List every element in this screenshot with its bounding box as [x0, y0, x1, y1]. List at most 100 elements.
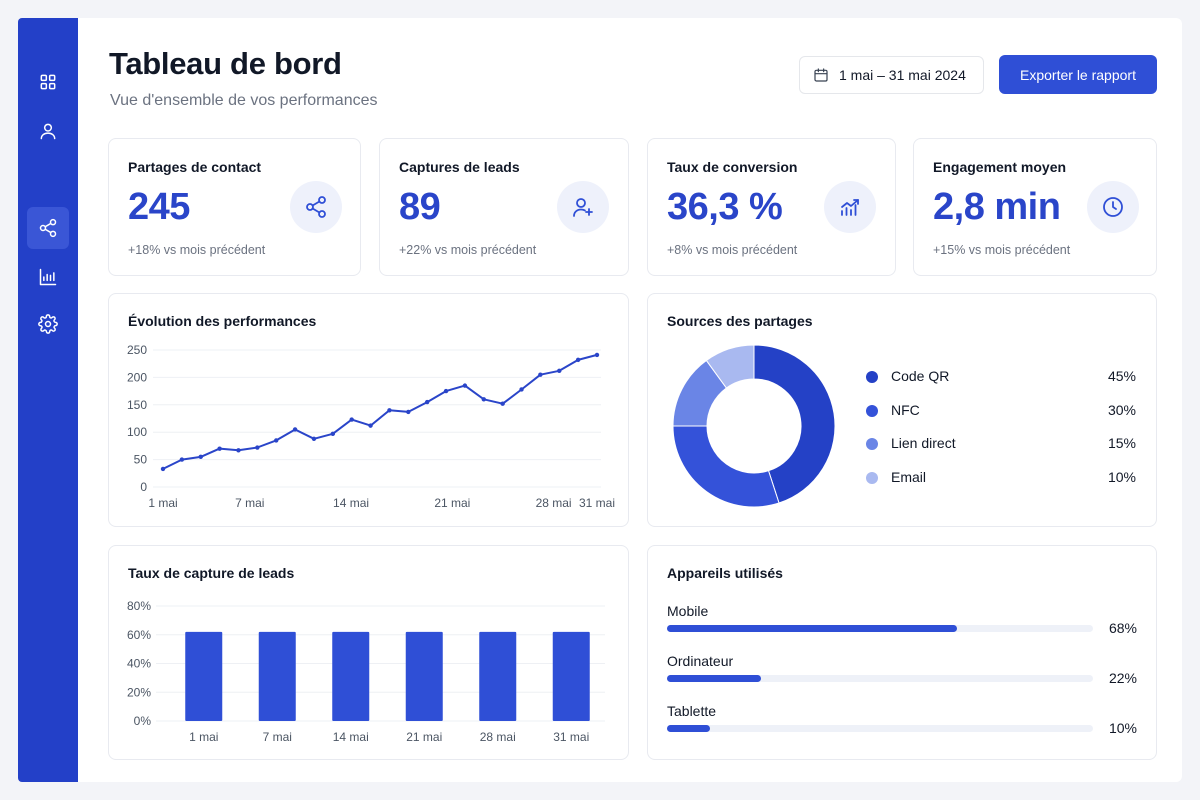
legend-value: 45% — [1107, 368, 1136, 384]
series-line — [162, 353, 598, 470]
x-tick-label: 21 mai — [406, 730, 442, 744]
kpi-value: 245 — [128, 186, 190, 228]
x-tick-label: 7 mai — [235, 496, 264, 510]
kpi-card-engagement: Engagement moyen 2,8 min +15% vs mois pr… — [913, 138, 1157, 276]
kpi-title: Taux de conversion — [667, 159, 798, 175]
grid-icon — [40, 74, 56, 90]
lead-capture-bar-chart: 0% 20% 40% 60% 80% 1 mai 7 mai 14 mai 21 mai 28 m… — [127, 599, 605, 744]
sidebar — [18, 18, 78, 782]
y-tick-label: 40% — [127, 657, 151, 671]
data-point — [160, 466, 166, 472]
legend-item: Lien direct 15% — [866, 434, 1136, 454]
x-tick-label: 31 mai — [553, 730, 589, 744]
page-subtitle: Vue d'ensemble de vos performances — [110, 92, 378, 109]
kpi-value: 89 — [399, 186, 441, 228]
data-point — [368, 423, 373, 428]
device-progress-fill — [667, 725, 710, 732]
y-tick-label: 200 — [127, 370, 147, 384]
user-icon — [40, 123, 56, 140]
data-point — [311, 436, 317, 441]
data-point — [198, 454, 203, 460]
device-percentage: 10% — [1108, 720, 1137, 736]
y-tick-label: 0 — [140, 480, 147, 494]
y-tick-label: 60% — [127, 628, 151, 642]
kpi-delta: +18% vs mois précédent — [128, 243, 266, 257]
y-tick-label: 50 — [134, 453, 148, 467]
share-icon — [39, 218, 57, 238]
y-tick-label: 20% — [127, 685, 151, 699]
kpi-card-conversion: Taux de conversion 36,3 % +8% vs mois pr… — [647, 138, 896, 276]
date-range-label: 1 mai – 31 mai 2024 — [839, 67, 966, 83]
devices-card: Appareils utilisés Mobile 68% Ordinateur 22… — [647, 545, 1157, 760]
sidebar-item-shares[interactable] — [27, 207, 69, 249]
export-report-button[interactable]: Exporter le rapport — [999, 55, 1157, 94]
device-progress-fill — [667, 625, 957, 632]
page-title: Tableau de bord — [109, 46, 342, 81]
device-label: Ordinateur — [667, 653, 734, 669]
sources-donut-chart — [672, 344, 836, 508]
legend-dot — [866, 404, 878, 417]
sidebar-item-profile[interactable] — [27, 110, 69, 152]
bar — [332, 631, 370, 721]
x-tick-label: 21 mai — [434, 496, 470, 510]
data-point — [481, 397, 486, 402]
kpi-delta: +22% vs mois précédent — [399, 243, 537, 257]
data-point — [500, 401, 505, 406]
donut-slice-email — [705, 344, 755, 389]
bar — [552, 631, 590, 721]
sidebar-item-dashboard[interactable] — [27, 61, 69, 103]
data-point — [443, 388, 449, 394]
legend-item: NFC 30% — [866, 401, 1136, 421]
x-tick-label: 1 mai — [148, 496, 177, 510]
device-progress-track — [667, 725, 1093, 732]
legend-dot — [866, 471, 878, 484]
kpi-title: Partages de contact — [128, 159, 262, 175]
legend-value: 10% — [1107, 468, 1136, 485]
device-percentage: 68% — [1108, 620, 1137, 636]
kpi-delta: +8% vs mois précédent — [667, 243, 798, 257]
device-progress-track — [667, 675, 1093, 682]
data-point — [349, 417, 354, 422]
data-point — [255, 445, 260, 450]
trend-chart-icon — [824, 181, 876, 233]
legend-value: 15% — [1107, 435, 1136, 451]
kpi-title: Captures de leads — [399, 159, 520, 175]
bar — [185, 631, 223, 721]
data-point — [217, 446, 222, 451]
x-tick-label: 28 mai — [536, 496, 572, 510]
data-point — [387, 408, 392, 413]
gear-icon — [38, 314, 58, 334]
card-title: Appareils utilisés — [667, 565, 783, 581]
data-point — [594, 352, 600, 358]
kpi-card-leads: Captures de leads 89 +22% vs mois précéd… — [379, 138, 629, 276]
legend-label: Lien direct — [891, 435, 956, 451]
chart-icon — [39, 268, 57, 286]
data-point — [424, 399, 430, 405]
card-title: Évolution des performances — [128, 313, 317, 329]
kpi-delta: +15% vs mois précédent — [933, 243, 1071, 257]
x-tick-label: 28 mai — [480, 730, 516, 744]
data-point — [462, 383, 468, 388]
bar — [479, 631, 517, 721]
legend-item: Email 10% — [866, 468, 1136, 488]
device-progress-track — [667, 625, 1093, 632]
date-range-picker[interactable]: 1 mai – 31 mai 2024 — [799, 56, 984, 94]
y-tick-label: 0% — [134, 714, 152, 728]
legend-dot — [866, 438, 878, 450]
calendar-icon — [814, 68, 828, 82]
legend-value: 30% — [1107, 401, 1136, 418]
sidebar-item-analytics[interactable] — [27, 256, 69, 298]
kpi-value: 36,3 % — [667, 186, 783, 228]
data-point — [575, 357, 581, 363]
data-point — [274, 438, 279, 443]
device-percentage: 22% — [1108, 670, 1137, 686]
legend-item: Code QR 45% — [866, 367, 1136, 387]
data-point — [557, 368, 562, 374]
data-point — [179, 457, 185, 462]
donut-slice-code-qr — [753, 344, 836, 504]
sidebar-item-settings[interactable] — [27, 303, 69, 345]
y-tick-label: 250 — [127, 343, 147, 357]
legend-label: NFC — [891, 401, 920, 418]
performance-line-chart: 0 50 100 150 200 250 1 mai 7 mai 14 mai 21 mai 28 … — [127, 343, 615, 510]
data-point — [236, 448, 241, 453]
